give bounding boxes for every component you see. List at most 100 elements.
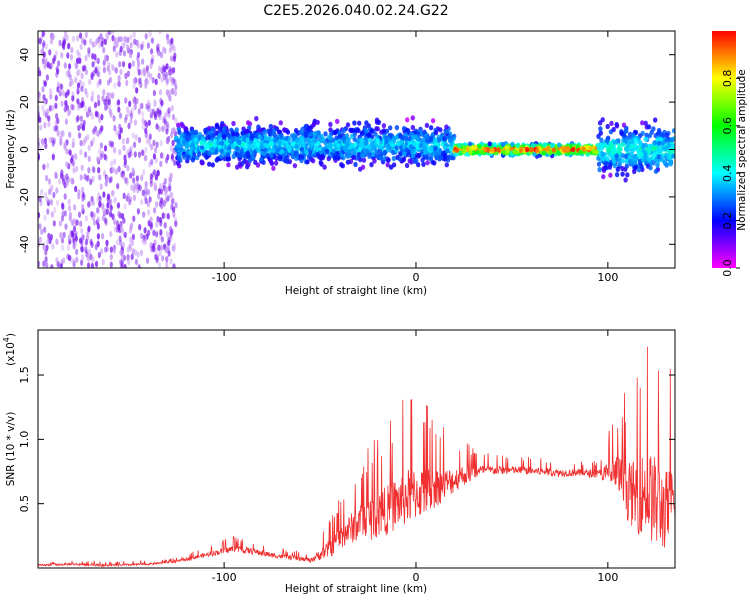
heatmap-cell: [52, 32, 56, 40]
heatmap-cell: [109, 246, 113, 253]
heatmap-cell: [51, 34, 55, 41]
heatmap-cell: [126, 110, 131, 117]
heatmap-cell: [111, 166, 115, 174]
heatmap-cell: [157, 244, 161, 251]
heatmap-cell: [48, 49, 52, 56]
heatmap-cell: [137, 60, 141, 67]
colorbar-ticks: 0.0 0.2 0.4 0.6 0.8: [721, 70, 740, 277]
heatmap-cell: [328, 121, 333, 127]
heatmap-cell: [227, 138, 233, 144]
heatmap-cell: [374, 117, 380, 123]
heatmap-cell: [120, 225, 124, 232]
heatmap-cell: [84, 151, 88, 158]
y-tick-label: 1.0: [18, 431, 31, 449]
heatmap-cell: [445, 148, 450, 154]
heatmap-cell: [64, 223, 68, 230]
heatmap-cell: [415, 135, 420, 141]
heatmap-cell: [59, 232, 63, 239]
heatmap-cell: [188, 149, 193, 155]
heatmap-cell: [157, 193, 161, 200]
heatmap-cell: [84, 215, 88, 222]
y-tick-label: -20: [18, 188, 31, 206]
heatmap-cell: [190, 133, 195, 140]
heatmap-cell: [167, 176, 171, 183]
heatmap-cell: [127, 62, 132, 70]
heatmap-cell: [170, 105, 174, 112]
heatmap-cell: [278, 120, 283, 126]
heatmap-cell: [311, 122, 316, 128]
heatmap-cell: [138, 102, 143, 110]
heatmap-cell: [410, 124, 415, 131]
heatmap-cell: [159, 229, 163, 236]
heatmap-cell: [172, 197, 176, 205]
heatmap-cell: [70, 103, 74, 111]
heatmap-cell: [423, 148, 428, 154]
heatmap-cell: [640, 120, 645, 126]
heatmap-cell: [607, 164, 613, 170]
heatmap-cell: [390, 142, 395, 148]
heatmap-cell: [49, 199, 54, 206]
heatmap-cell: [97, 71, 101, 78]
heatmap-cell: [669, 137, 674, 143]
heatmap-cell: [160, 152, 164, 159]
heatmap-cell: [235, 164, 240, 170]
heatmap-cell: [310, 158, 316, 164]
heatmap-cell: [80, 164, 84, 171]
heatmap-cell: [96, 233, 100, 240]
heatmap-cell: [163, 47, 167, 54]
heatmap-cell: [429, 144, 434, 150]
heatmap-cell: [68, 149, 72, 156]
heatmap-cell: [123, 231, 127, 239]
heatmap-cell: [141, 123, 145, 131]
heatmap-cell: [282, 127, 287, 133]
heatmap-cell: [639, 163, 644, 169]
heatmap-cell: [341, 144, 346, 150]
heatmap-cell: [479, 149, 485, 155]
heatmap-cell: [54, 102, 58, 110]
heatmap-cell: [620, 158, 625, 164]
heatmap-cell: [91, 41, 95, 48]
heatmap-cell: [70, 154, 74, 161]
heatmap-cell: [158, 250, 162, 257]
heatmap-cell: [349, 128, 354, 134]
heatmap-cell: [63, 141, 67, 149]
heatmap-cell: [75, 165, 79, 173]
heatmap-cell: [129, 51, 133, 59]
heatmap-cell: [392, 135, 397, 141]
heatmap-cell: [359, 137, 364, 143]
heatmap-cell: [90, 211, 94, 218]
snr-xlabel: Height of straight line (km): [285, 583, 427, 595]
heatmap-cell: [118, 133, 122, 140]
heatmap-cell: [199, 160, 205, 166]
heatmap-cell: [161, 212, 165, 219]
heatmap-cell: [647, 149, 652, 155]
heatmap-cell: [328, 127, 333, 133]
heatmap-cell: [632, 168, 637, 175]
heatmap-cell: [666, 154, 671, 160]
heatmap-cell: [415, 145, 420, 151]
heatmap-cell: [623, 128, 629, 134]
heatmap-cell: [615, 166, 620, 172]
heatmap-cell: [98, 195, 102, 203]
heatmap-cell: [644, 132, 649, 138]
heatmap-cell: [132, 77, 136, 85]
heatmap-cell: [138, 77, 142, 84]
heatmap-cell: [73, 240, 77, 247]
heatmap-cell: [67, 42, 71, 50]
heatmap-cell: [136, 55, 140, 62]
heatmap-cell: [133, 183, 137, 190]
heatmap-cell: [292, 163, 298, 169]
heatmap-cell: [334, 135, 339, 141]
heatmap-cell: [62, 231, 66, 239]
heatmap-cell: [652, 140, 657, 146]
heatmap-cell: [115, 41, 119, 48]
heatmap-cell: [608, 172, 613, 178]
heatmap-cell: [168, 74, 172, 81]
heatmap-cell: [72, 258, 76, 265]
heatmap-cell: [87, 144, 91, 152]
heatmap-cell: [76, 88, 80, 95]
heatmap-cell: [126, 44, 130, 51]
heatmap-cell: [147, 209, 151, 216]
heatmap-cell: [601, 174, 606, 180]
heatmap-cell: [271, 148, 276, 154]
